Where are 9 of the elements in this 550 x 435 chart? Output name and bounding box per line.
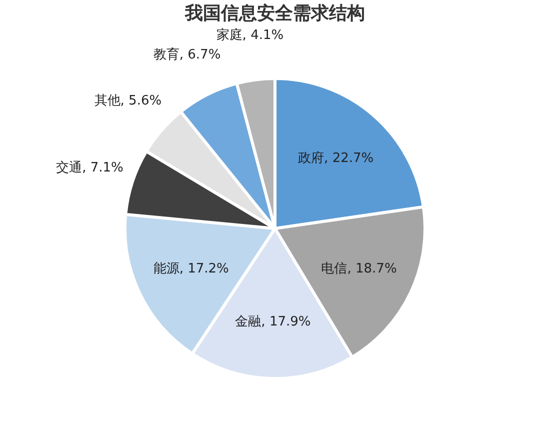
- slice-label: 其他, 5.6%: [94, 93, 162, 108]
- slice-label: 政府, 22.7%: [298, 150, 374, 166]
- chart-title: 我国信息安全需求结构: [184, 3, 365, 24]
- slice-label: 金融, 17.9%: [235, 314, 311, 330]
- slice-label: 家庭, 4.1%: [216, 27, 284, 44]
- slice-label: 电信, 18.7%: [321, 261, 397, 276]
- slice-label: 教育, 6.7%: [153, 46, 221, 62]
- slice-label: 能源, 17.2%: [153, 262, 229, 277]
- slice-label: 交通, 7.1%: [56, 160, 124, 176]
